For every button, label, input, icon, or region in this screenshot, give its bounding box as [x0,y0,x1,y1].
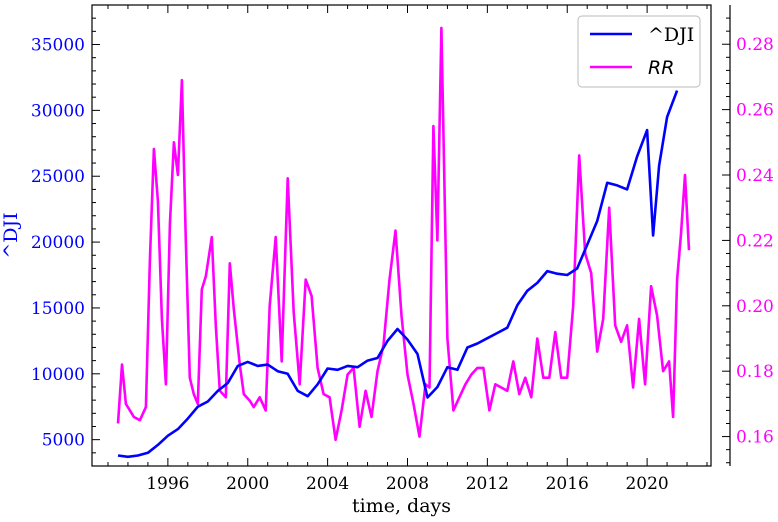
y-left-axis-title: ^DJI [0,212,22,258]
legend-label-dji: ^DJI [648,24,694,46]
x-tick-label: 2016 [546,474,589,494]
y-left-tick-label: 30000 [31,101,85,121]
y-right-tick-label: 0.26 [736,101,774,121]
y-right-tick-label: 0.20 [736,297,774,317]
series-line-rr [116,26,691,442]
series-layer [116,26,691,459]
x-tick-label: 1996 [146,474,189,494]
y-left-tick-label: 15000 [31,299,85,319]
y-left-tick-label: 25000 [31,167,85,187]
x-tick-label: 2012 [466,474,509,494]
y-left-tick-label: 10000 [31,365,85,385]
y-right-tick-label: 0.18 [736,362,774,382]
legend-label-rr: RR [648,57,674,79]
y-right-tick-label: 0.28 [736,35,774,55]
x-tick-label: 2004 [306,474,349,494]
x-axis-title: time, days [352,495,451,517]
y-left-tick-label: 20000 [31,233,85,253]
y-right-tick-label: 0.16 [736,428,774,448]
y-left-tick-label: 35000 [31,36,85,56]
legend: ^DJI RR [577,15,701,88]
y-left-tick-label: 5000 [42,431,85,451]
y-right-tick-label: 0.22 [736,231,774,251]
series-line-dji [117,90,679,459]
y-right-tick-label: 0.24 [736,166,774,186]
plot-frame [91,4,712,467]
x-tick-label: 2000 [226,474,269,494]
axis-layer: 1996 2000 2004 2008 2012 2016 2020 time, days 50… [0,4,774,517]
x-tick-label: 2020 [625,474,668,494]
x-tick-label: 2008 [386,474,429,494]
